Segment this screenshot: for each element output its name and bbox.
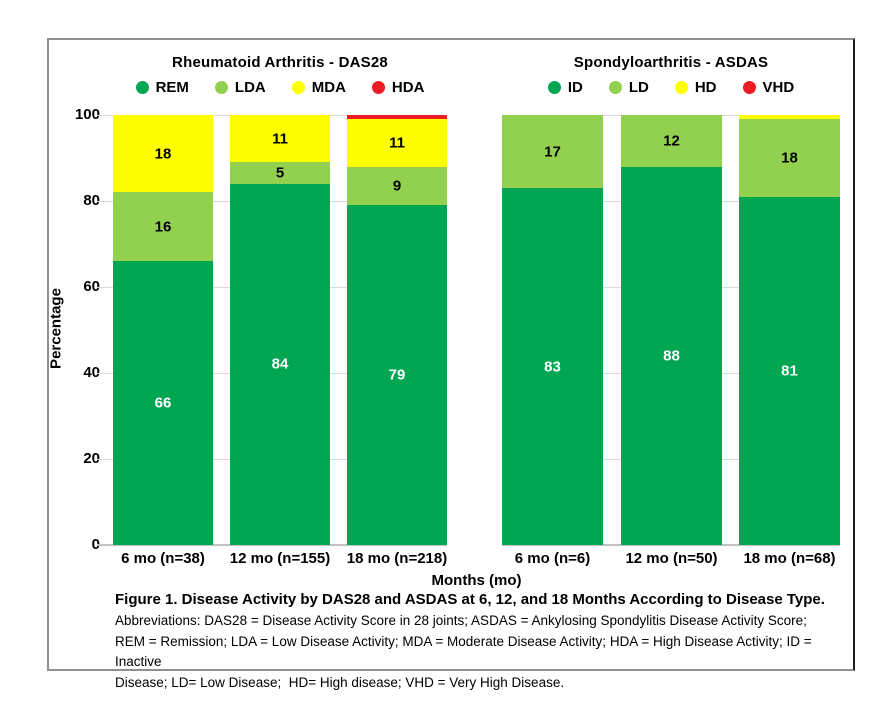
legend-dot-icon	[742, 80, 756, 94]
legend-item-rem: REM	[135, 78, 189, 96]
bar-value-label: 9	[392, 177, 402, 195]
legend-label: REM	[155, 78, 189, 96]
stacked-bar: 83 17	[502, 115, 603, 545]
stacked-bar: 88 12	[621, 115, 722, 545]
caption-title: Figure 1. Disease Activity by DAS28 and …	[115, 591, 825, 608]
bar-segment-id	[621, 166, 722, 545]
category-label: 18 mo (n=218)	[346, 550, 448, 567]
bar-value-label: 81	[781, 362, 798, 380]
legend-dot-icon	[371, 80, 385, 94]
bar-segment-ld	[621, 115, 722, 167]
legend-dot-icon	[291, 80, 305, 94]
legend-label: LD	[628, 78, 649, 96]
legend-das28: REM LDA MDA HDA	[105, 78, 455, 96]
y-axis-title: Percentage	[47, 288, 65, 369]
legend-label: MDA	[311, 78, 346, 96]
bar-value-label: 79	[388, 366, 406, 384]
bar-value-label: 84	[271, 355, 289, 373]
y-tick-label: 80	[83, 192, 100, 209]
bar-value-label: 5	[275, 164, 285, 182]
caption-line: Disease; LD= Low Disease; HD= High disea…	[115, 674, 565, 690]
legend-label: ID	[567, 78, 583, 96]
bar-value-label: 66	[154, 394, 172, 412]
plot-area-das28: 66 16 18 84 5 11 79 9 11	[97, 115, 447, 546]
legend-label: HDA	[391, 78, 425, 96]
bar-segment-rem	[113, 261, 213, 545]
legend-dot-icon	[214, 80, 228, 94]
legend-label: LDA	[234, 78, 266, 96]
y-tick-label: 40	[83, 364, 100, 381]
legend-item-lda: LDA	[214, 78, 266, 96]
caption-line: Abbreviations: DAS28 = Disease Activity …	[115, 613, 807, 628]
figure-caption: Figure 1. Disease Activity by DAS28 and …	[115, 591, 853, 693]
bar-value-label: 83	[544, 358, 561, 376]
legend-item-ld: LD	[608, 78, 649, 96]
bar-value-label: 18	[154, 145, 172, 163]
legend-asdas: ID LD HD VHD	[502, 78, 840, 96]
bar-segment-id	[739, 196, 840, 545]
category-label: 18 mo (n=68)	[743, 550, 836, 567]
y-tick-label: 60	[83, 278, 100, 295]
bar-segment-mda	[347, 119, 447, 167]
bar-segment-mda	[113, 115, 213, 193]
category-label: 12 mo (n=50)	[625, 550, 718, 567]
bar-segment-rem	[347, 205, 447, 545]
legend-label: HD	[694, 78, 717, 96]
bar-segment-lda	[113, 192, 213, 262]
category-label: 6 mo (n=38)	[121, 550, 205, 567]
legend-item-hd: HD	[674, 78, 717, 96]
bar-value-label: 17	[544, 143, 561, 161]
legend-dot-icon	[608, 80, 622, 94]
bar-segment-id	[502, 188, 603, 545]
bar-value-label: 11	[389, 134, 405, 152]
bar-segment-ld	[502, 115, 603, 189]
legend-item-mda: MDA	[291, 78, 346, 96]
bar-value-label: 16	[154, 218, 172, 236]
y-tick-label: 20	[83, 450, 100, 467]
bar-value-label: 88	[663, 347, 680, 365]
legend-dot-icon	[674, 80, 688, 94]
category-label: 6 mo (n=6)	[514, 550, 591, 567]
stacked-bar: 66 16 18	[113, 115, 213, 545]
legend-dot-icon	[135, 80, 149, 94]
plot-area-asdas: 83 17 88 12 81 18	[502, 115, 840, 546]
y-tick-label: 100	[74, 106, 100, 123]
bar-segment-mda	[230, 115, 330, 163]
legend-item-hda: HDA	[371, 78, 425, 96]
panel-title-das28: Rheumatoid Arthritis - DAS28	[172, 54, 388, 71]
legend-dot-icon	[547, 80, 561, 94]
stacked-bar: 81 18	[739, 115, 840, 545]
bar-value-label: 11	[272, 130, 288, 148]
bar-segment-hd	[739, 115, 840, 120]
legend-item-id: ID	[547, 78, 583, 96]
bar-segment-ld	[739, 119, 840, 197]
x-axis-title: Months (mo)	[431, 572, 522, 589]
stacked-bar: 79 9 11	[347, 115, 447, 545]
bar-segment-lda	[230, 162, 330, 184]
x-axis-baseline	[502, 544, 840, 546]
category-label: 12 mo (n=155)	[229, 550, 331, 567]
bar-value-label: 18	[781, 149, 798, 167]
x-axis-baseline	[97, 544, 447, 546]
stacked-bar: 84 5 11	[230, 115, 330, 545]
panel-title-asdas: Spondyloarthritis - ASDAS	[573, 54, 769, 71]
bar-segment-hda	[347, 115, 447, 120]
legend-item-vhd: VHD	[742, 78, 795, 96]
caption-line: REM = Remission; LDA = Low Disease Activ…	[115, 633, 816, 670]
bar-value-label: 12	[663, 132, 680, 150]
y-tick-label: 0	[91, 536, 100, 553]
legend-label: VHD	[762, 78, 795, 96]
bar-segment-rem	[230, 183, 330, 545]
bar-segment-lda	[347, 166, 447, 206]
